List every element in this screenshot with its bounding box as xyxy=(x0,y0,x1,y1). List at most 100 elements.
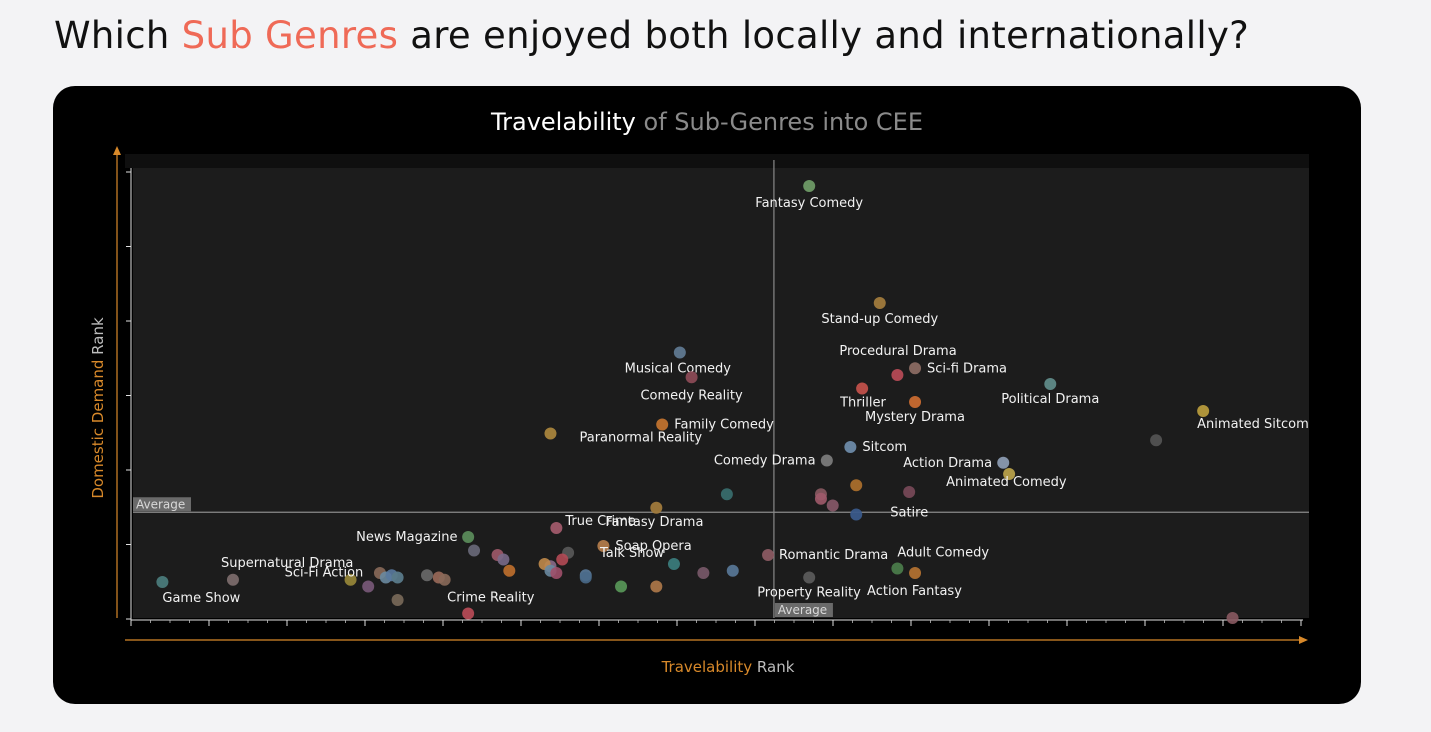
point-label: Action Fantasy xyxy=(867,584,962,599)
data-point xyxy=(1226,612,1239,624)
data-point xyxy=(362,580,375,593)
data-point xyxy=(726,564,739,577)
data-point xyxy=(997,456,1010,469)
point-label: Romantic Drama xyxy=(779,548,888,563)
data-point xyxy=(803,180,816,192)
data-point xyxy=(550,567,563,579)
headline-accent: Sub Genres xyxy=(181,14,399,57)
data-point xyxy=(903,486,916,498)
point-label: Satire xyxy=(890,506,928,521)
plot-area-fill xyxy=(133,168,1309,618)
point-label: Soap Opera xyxy=(615,539,691,554)
point-label: Fantasy Drama xyxy=(605,515,703,530)
point-label: Family Comedy xyxy=(674,418,774,433)
data-point xyxy=(856,382,869,395)
data-point xyxy=(497,553,510,566)
point-label: Talk Show xyxy=(599,546,664,561)
point-label: Sci-fi Drama xyxy=(927,361,1007,376)
data-point xyxy=(462,531,475,543)
data-point xyxy=(650,501,663,514)
data-point xyxy=(615,580,628,593)
data-point xyxy=(909,362,922,375)
headline-suffix: are enjoyed both locally and internation… xyxy=(398,14,1250,57)
data-point xyxy=(803,571,816,584)
x-axis-arrow xyxy=(1299,636,1308,644)
data-point xyxy=(850,479,863,492)
point-label: Procedural Drama xyxy=(839,344,956,359)
point-label: Political Drama xyxy=(1001,392,1099,407)
data-point xyxy=(1003,468,1016,480)
data-point xyxy=(462,607,475,620)
plot-top-band xyxy=(125,154,1309,168)
x-axis-label-accent: Travelability xyxy=(661,658,753,676)
data-point xyxy=(1150,434,1163,447)
data-point xyxy=(850,508,863,521)
point-label: Sci-Fi Action xyxy=(285,566,364,581)
point-label: Animated Comedy xyxy=(946,475,1067,490)
data-point xyxy=(597,540,610,552)
data-point xyxy=(544,427,557,440)
data-point xyxy=(844,441,857,453)
chart-subtitle: of Sub-Genres into CEE xyxy=(643,108,924,136)
data-point xyxy=(556,553,569,566)
data-point xyxy=(391,594,404,606)
chart-panel: Travelability of Sub-Genres into CEE Dom… xyxy=(53,86,1361,704)
headline-prefix: Which xyxy=(54,14,182,57)
point-label: Animated Sitcom xyxy=(1197,417,1309,432)
scatter-plot: Average Average Fantasy Comedy Stand-up Com… xyxy=(113,146,1309,644)
page-headline: Which Sub Genres are enjoyed both locall… xyxy=(54,14,1249,57)
point-label: Crime Reality xyxy=(447,591,535,606)
point-label: Action Drama xyxy=(903,456,992,471)
point-label: Musical Comedy xyxy=(625,362,732,377)
data-point xyxy=(673,346,686,359)
data-point xyxy=(1044,378,1057,390)
point-label: Paranormal Reality xyxy=(579,431,702,446)
point-label: True Crime xyxy=(564,514,635,529)
y-axis-arrow xyxy=(113,146,121,155)
data-point xyxy=(820,454,833,467)
point-label: Thriller xyxy=(839,396,886,411)
data-point xyxy=(873,297,886,309)
data-point xyxy=(656,418,669,431)
data-point xyxy=(814,492,827,505)
data-point xyxy=(391,571,404,584)
data-point xyxy=(579,571,592,584)
data-point xyxy=(720,488,733,501)
chart-title-main: Travelability xyxy=(490,108,636,136)
data-point xyxy=(909,396,922,408)
point-label: Stand-up Comedy xyxy=(821,312,938,327)
point-label: Mystery Drama xyxy=(865,410,965,425)
data-point xyxy=(468,544,481,557)
data-point xyxy=(650,580,663,593)
data-point xyxy=(550,522,563,534)
data-point xyxy=(891,562,904,575)
data-point xyxy=(697,567,710,579)
x-axis-label: Travelability Rank xyxy=(662,658,795,676)
data-point xyxy=(909,567,922,579)
data-point xyxy=(503,564,516,577)
data-point xyxy=(891,369,904,381)
point-label: Adult Comedy xyxy=(897,546,989,561)
data-point xyxy=(156,576,169,588)
y-average-label-bg xyxy=(133,497,191,512)
data-point xyxy=(226,573,239,586)
point-label: Game Show xyxy=(162,591,240,606)
data-point xyxy=(685,371,698,384)
data-point xyxy=(762,549,775,561)
point-label: News Magazine xyxy=(356,530,457,545)
point-label: Property Reality xyxy=(757,586,861,601)
point-label: Comedy Reality xyxy=(640,388,743,403)
x-average-label: Average xyxy=(778,603,827,617)
data-point xyxy=(667,558,680,570)
data-point xyxy=(1197,405,1210,417)
x-axis-label-rest: Rank xyxy=(752,658,795,676)
data-point xyxy=(826,499,839,512)
point-label: Sitcom xyxy=(862,440,907,455)
point-label: Comedy Drama xyxy=(714,454,816,469)
point-label: Supernatural Drama xyxy=(221,556,353,571)
y-average-label: Average xyxy=(136,497,185,511)
x-average-label-bg xyxy=(774,603,833,617)
data-point xyxy=(344,573,357,586)
chart-title: Travelability of Sub-Genres into CEE xyxy=(53,108,1361,136)
data-point xyxy=(438,573,451,586)
